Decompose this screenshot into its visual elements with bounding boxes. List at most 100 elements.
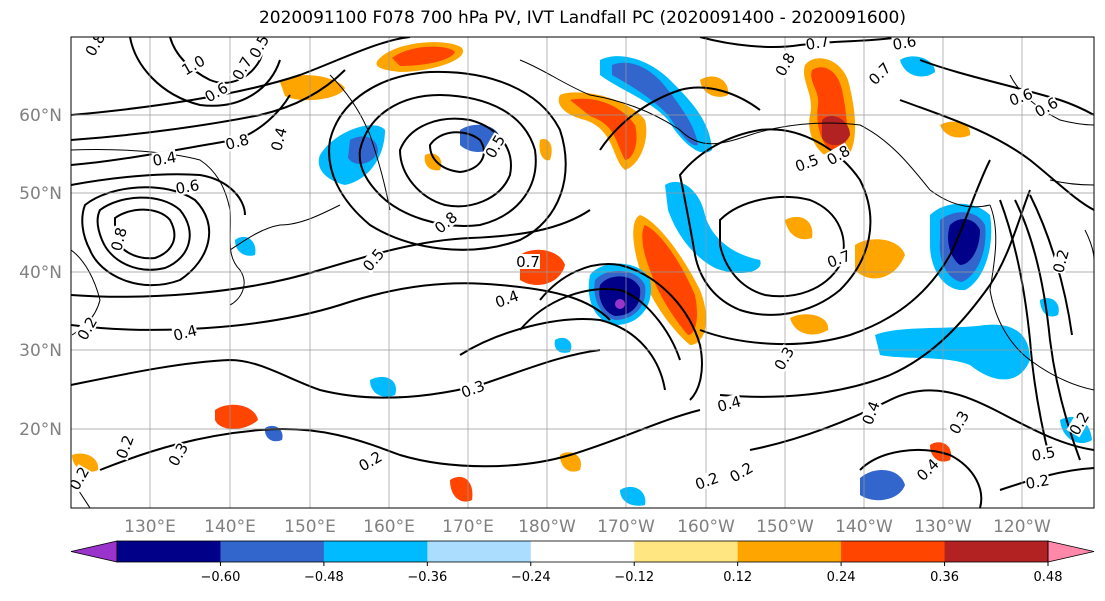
colorbar-frame (116, 540, 1049, 563)
colorbar-segment (220, 541, 325, 562)
contour-label: 0.8 (223, 130, 251, 154)
map-title: 2020091100 F078 700 hPa PV, IVT Landfall… (258, 8, 906, 28)
pv-contour (71, 173, 246, 216)
pv-contour (114, 208, 176, 260)
pv-contour (328, 70, 567, 251)
colorbar-tick-label: 0.12 (723, 570, 752, 585)
contour-label: 0.6 (891, 32, 918, 54)
colorbar-tick-label: −0.12 (614, 570, 654, 585)
pv-contour (519, 288, 681, 361)
contour-label: 0.2 (1049, 247, 1073, 275)
coastline (329, 74, 391, 211)
latitude-label: 40°N (19, 263, 62, 283)
contour-label-bg (1050, 247, 1071, 275)
pos-anomaly-dateline-band-core (642, 225, 698, 335)
contour-label-bg (458, 377, 487, 400)
contour-label-bg (356, 448, 385, 474)
contour-label-bg (268, 125, 289, 153)
pv-contour (96, 196, 191, 271)
contour-label-bg (824, 247, 853, 270)
pv-contour (539, 263, 703, 401)
colorbar-tick-label: 0.48 (1034, 570, 1063, 585)
contour-label-bg (223, 131, 251, 152)
anomaly-shading (72, 42, 1092, 506)
pv-contour (699, 37, 901, 49)
pv-contour (699, 159, 991, 346)
pv-contour (71, 69, 346, 141)
contour-label-bg (1066, 409, 1092, 438)
contour-label-bg (359, 245, 387, 274)
contour-label-bg (1030, 444, 1057, 464)
latitude-label: 20°N (19, 420, 62, 440)
contour-label: 0.4 (151, 148, 178, 170)
contour-label-bg (1024, 472, 1051, 492)
neg-anomaly-alaska-core (612, 62, 698, 146)
contour-label-bg (692, 469, 721, 492)
pos-anomaly-small-5 (700, 76, 729, 97)
coastline (71, 148, 245, 306)
contour-label-bg (792, 151, 821, 174)
neg-anomaly-pnw-peak (948, 218, 980, 265)
colorbar-tick-label: 0.24 (827, 570, 856, 585)
pv-contour (749, 389, 1094, 451)
coastline (749, 122, 991, 208)
contour-label-bg (246, 37, 272, 61)
colorbar-tick-label: −0.60 (201, 570, 241, 585)
longitude-label: 140°E (204, 517, 256, 537)
contour-label-bg (431, 208, 460, 236)
contour-label-bg (74, 314, 100, 343)
contour-label-bg (891, 37, 918, 53)
neg-anomaly-arc-band (665, 181, 761, 274)
contour-label-bg (171, 322, 199, 343)
colorbar-tick-label: −0.24 (511, 570, 551, 585)
pv-contour (358, 93, 537, 227)
coastline (1049, 179, 1094, 186)
colorbar-tick-label: −0.36 (407, 570, 447, 585)
neg-anomaly-kamchatka-core (348, 136, 378, 164)
pv-contour (428, 131, 485, 174)
pv-contour (99, 409, 701, 471)
pos-anomaly-small-9 (424, 153, 442, 171)
colorbar-extension-left (70, 540, 118, 563)
contour-labels: 0.7 0.60.8 0.51.00.60.70.40.60.8 0.50.80.50… (71, 32, 1093, 494)
contour-label-bg (179, 52, 208, 78)
colorbar-segment (530, 541, 635, 562)
pv-contour (71, 349, 601, 399)
pv-contour (678, 128, 872, 316)
contour-label-bg (1032, 94, 1061, 120)
colorbar-segment (323, 541, 428, 562)
longitude-label: 130°W (914, 517, 972, 537)
longitude-label: 150°W (756, 517, 814, 537)
pv-contour (71, 37, 411, 116)
contour-label-bg (165, 440, 191, 469)
longitude-label: 160°E (363, 517, 415, 537)
longitude-label: 180°W (518, 517, 576, 537)
pos-anomaly-small-1 (215, 404, 258, 429)
longitude-label: 140°W (835, 517, 893, 537)
contour-label: 0.4 (267, 125, 291, 153)
pos-anomaly-small-4 (790, 314, 829, 335)
contour-label-bg (202, 79, 231, 105)
colorbar-tick-label: 0.36 (930, 570, 959, 585)
contour-label: 0.7 (516, 253, 540, 271)
pos-anomaly-kamchatka (280, 75, 345, 101)
contour-label-bg (516, 254, 540, 269)
contour-label-bg (913, 455, 942, 484)
pv-contour (129, 37, 281, 107)
longitude-label: 130°E (124, 517, 176, 537)
latitude-label: 30°N (19, 341, 62, 361)
neg-anomaly-cutoff-low-core (599, 276, 641, 316)
pv-contour (398, 117, 512, 208)
contour-label-bg (772, 50, 798, 79)
pv-contour (599, 86, 761, 151)
pos-anomaly-north-pacific-core (392, 46, 455, 66)
contour-label-bg (108, 225, 129, 253)
latitude-labels: 60°N 50°N 40°N 30°N 20°N (19, 106, 62, 440)
contour-label: 0.5 (1030, 443, 1057, 465)
pv-contour (1014, 199, 1081, 461)
longitude-label: 160°W (677, 517, 735, 537)
contour-label-bg (482, 132, 508, 161)
coastline (229, 204, 341, 251)
contour-label-bg (771, 344, 797, 373)
neg-anomaly-south-east (860, 469, 905, 501)
